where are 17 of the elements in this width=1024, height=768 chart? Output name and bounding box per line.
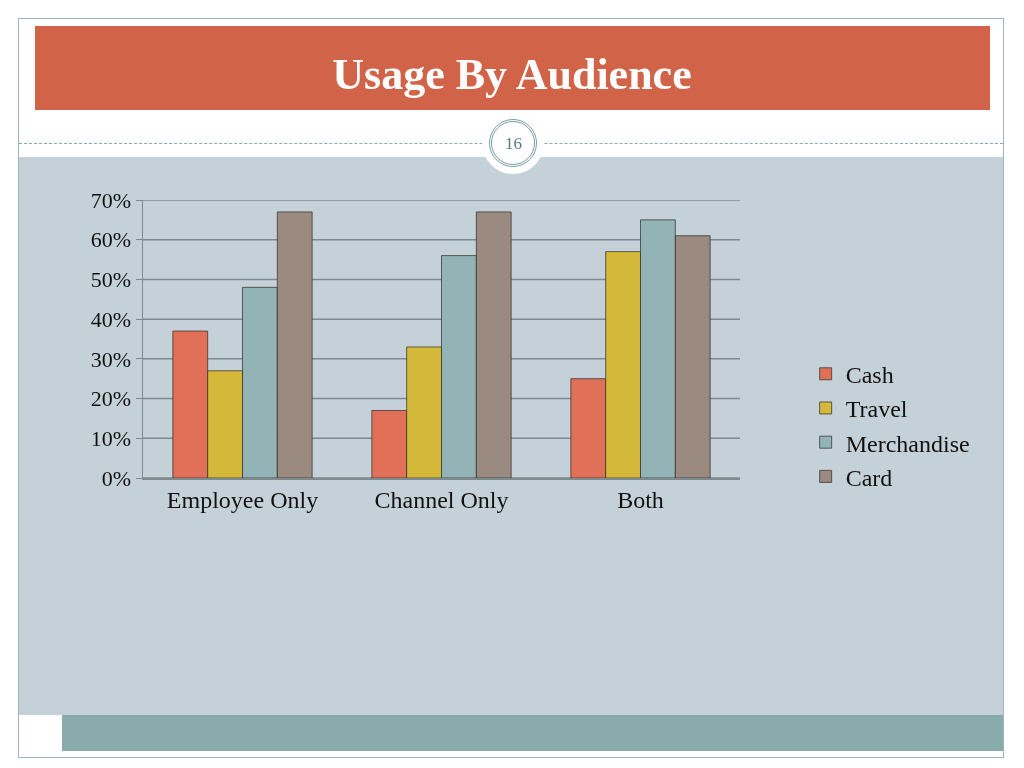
text: 16 — [505, 134, 522, 153]
x-tick-label: Employee Only — [166, 487, 319, 514]
y-tick-label: 30% — [90, 346, 132, 372]
y-tick-label: 70% — [90, 187, 132, 213]
legend-label: Card — [845, 464, 893, 491]
x-tick-label: Both — [617, 487, 664, 514]
y-tick-label: 40% — [90, 306, 132, 332]
chart-title: Usage By Audience — [332, 50, 692, 100]
legend-label: Merchandise — [845, 430, 970, 457]
y-tick-label: 50% — [90, 267, 132, 293]
legend-label: Cash — [845, 362, 894, 389]
y-tick-label: 0% — [101, 465, 132, 491]
x-tick-label: Channel Only — [374, 487, 509, 514]
y-tick-label: 20% — [90, 386, 132, 412]
y-tick-label: 10% — [90, 425, 132, 451]
y-tick-label: 60% — [90, 227, 132, 253]
legend-label: Travel — [845, 396, 908, 423]
